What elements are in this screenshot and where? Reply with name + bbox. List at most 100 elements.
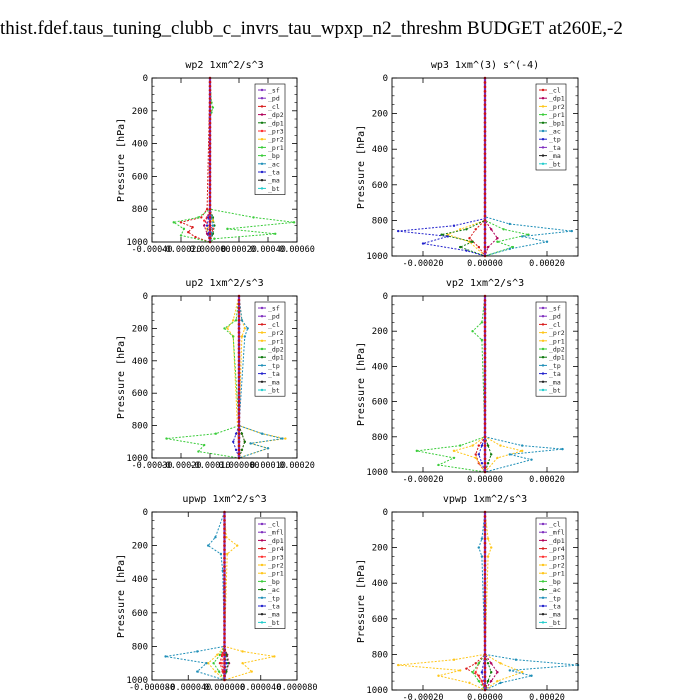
series-line <box>468 78 486 257</box>
zero-profile-marker <box>483 422 487 425</box>
zero-profile-marker <box>223 666 226 669</box>
zero-profile-marker <box>483 457 487 461</box>
legend-marker <box>260 388 264 392</box>
zero-profile-marker <box>483 550 487 554</box>
legend-entry: _dp2 <box>268 111 284 119</box>
data-point <box>499 444 502 447</box>
zero-profile-marker <box>208 80 212 84</box>
y-tick-label: 600 <box>132 389 148 399</box>
zero-profile-marker <box>483 387 487 390</box>
data-point <box>480 537 484 540</box>
data-point <box>521 444 524 447</box>
legend-marker <box>541 113 545 116</box>
data-point <box>490 671 493 674</box>
series-line <box>475 512 486 691</box>
zero-profile-marker <box>237 319 241 322</box>
zero-profile-marker <box>483 613 487 616</box>
zero-profile-marker <box>483 653 487 656</box>
legend-entry: _mfl <box>549 529 565 537</box>
panel-4-chart: vp2 1xm^2/s^3 Pressure [hPa] 0 200 400 600 800… <box>356 278 579 485</box>
data-point <box>164 655 167 658</box>
data-point <box>252 216 255 219</box>
legend-marker <box>541 162 545 165</box>
data-point <box>521 449 524 453</box>
zero-profile-marker <box>223 556 226 560</box>
legend-marker <box>541 588 545 591</box>
zero-profile-marker <box>483 581 487 585</box>
zero-profile-marker <box>483 250 487 253</box>
zero-profile-marker <box>237 314 241 318</box>
zero-profile-marker <box>483 626 487 629</box>
data-point <box>477 662 480 665</box>
x-tick-label: -0.000080 <box>129 683 175 693</box>
zero-profile-marker <box>208 199 212 203</box>
data-point <box>486 679 490 683</box>
zero-profile-marker <box>483 245 487 249</box>
legend-marker <box>260 121 264 125</box>
data-point <box>226 662 230 665</box>
zero-profile-marker <box>208 183 212 186</box>
data-point <box>502 228 505 231</box>
legend-marker <box>260 531 264 534</box>
legend-entry: _cl <box>549 321 561 329</box>
data-point <box>490 228 493 231</box>
data-point <box>480 462 484 465</box>
legend-marker <box>260 306 264 310</box>
zero-profile-marker <box>483 143 487 147</box>
zero-profile-marker <box>483 152 487 155</box>
zero-profile-marker <box>483 325 487 329</box>
y-tick-label: 200 <box>132 324 148 334</box>
zero-profile-marker <box>483 537 487 540</box>
y-tick-label: 400 <box>132 140 148 150</box>
panel-6-chart: vpwp 1xm^2/s^3 Pressure [hPa] 0 200 400 600 80… <box>356 494 580 700</box>
zero-profile-marker <box>208 228 212 231</box>
zero-profile-marker <box>483 657 487 661</box>
zero-profile-marker <box>483 210 487 213</box>
legend-marker <box>260 187 264 190</box>
zero-profile-marker <box>223 535 226 539</box>
legend-entry: _sf <box>268 305 280 313</box>
zero-profile-marker <box>237 391 241 395</box>
zero-profile-marker <box>483 183 487 187</box>
zero-profile-marker <box>483 205 487 209</box>
zero-profile-marker <box>483 161 487 164</box>
zero-profile-marker <box>483 453 487 456</box>
legend-entry: _pr1 <box>549 111 565 119</box>
zero-profile-marker <box>483 404 487 408</box>
data-point <box>496 240 499 243</box>
legend-marker <box>541 364 545 367</box>
legend-marker <box>260 596 264 599</box>
data-point <box>281 437 284 440</box>
legend-marker <box>541 347 545 351</box>
legend-entry: _bp <box>268 578 280 586</box>
y-tick-label: 400 <box>372 579 388 589</box>
legend-entry: _ta <box>268 370 280 378</box>
y-tick-label: 1000 <box>366 468 388 478</box>
y-tick-label: 800 <box>372 433 388 443</box>
zero-profile-marker <box>483 125 487 129</box>
zero-profile-marker <box>483 356 487 359</box>
series-line <box>172 78 211 243</box>
series-line <box>484 512 492 691</box>
legend-entry: _pr2 <box>549 103 565 111</box>
data-point <box>218 662 222 665</box>
legend-marker <box>541 547 545 550</box>
legend-entry: _ta <box>549 370 561 378</box>
data-point <box>514 658 518 661</box>
legend-marker <box>541 356 545 359</box>
zero-profile-marker <box>483 670 487 674</box>
series-line <box>484 512 524 691</box>
zero-profile-marker <box>483 329 487 333</box>
data-point <box>179 234 183 237</box>
plot-frame <box>151 295 298 459</box>
x-tick-label: 0.00020 <box>221 245 257 255</box>
data-point <box>266 447 270 450</box>
zero-profile-marker <box>237 444 241 448</box>
y-tick-label: 1000 <box>366 252 388 262</box>
zero-profile-marker <box>483 174 487 178</box>
zero-profile-marker <box>483 604 487 607</box>
data-point <box>452 449 456 453</box>
legend-marker <box>541 555 545 558</box>
zero-profile-marker <box>483 201 487 204</box>
